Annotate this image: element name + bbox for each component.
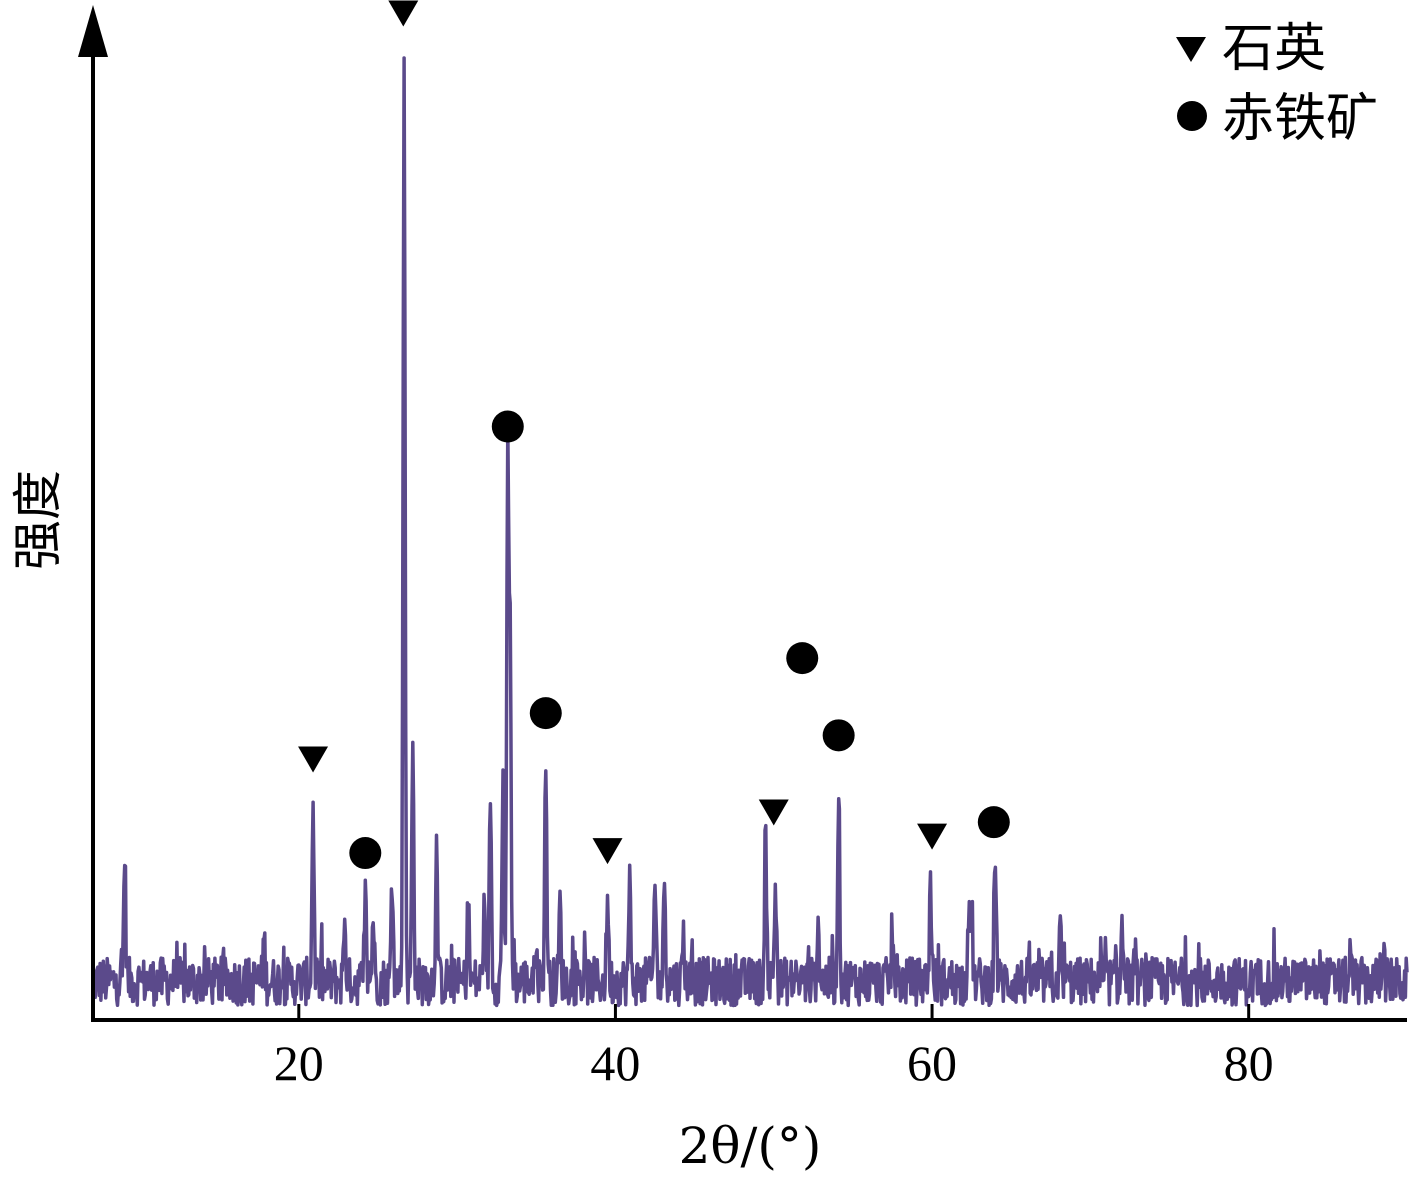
hematite-peak-marker-icon (529, 697, 562, 730)
y-axis-title: 强度 (9, 470, 67, 570)
x-tick-label: 40 (590, 1035, 640, 1091)
quartz-peak-marker-icon (388, 0, 419, 27)
x-tick-label: 20 (274, 1035, 324, 1091)
legend-quartz-marker-icon (1176, 37, 1206, 62)
hematite-peak-marker-icon (822, 719, 855, 752)
hematite-peak-marker-icon (977, 806, 1010, 839)
quartz-peak-marker-icon (298, 746, 329, 773)
x-tick-label: 80 (1224, 1035, 1274, 1091)
quartz-peak-marker-icon (917, 823, 948, 850)
x-axis-title: 2θ/(°) (679, 1117, 822, 1175)
hematite-peak-marker-icon (491, 410, 524, 443)
x-tick-layer: 20 40 60 80 (274, 1004, 1274, 1091)
series-layer (91, 56, 1409, 1008)
quartz-peak-marker-icon (592, 838, 623, 865)
legend-hematite-label: 赤铁矿 (1222, 89, 1378, 149)
quartz-peak-marker-icon (758, 799, 789, 826)
legend-quartz-label: 石英 (1222, 19, 1326, 79)
legend-hematite-marker-icon (1177, 101, 1207, 131)
legend: 石英 赤铁矿 (1176, 19, 1378, 149)
xrd-pattern-line (91, 56, 1409, 1008)
hematite-peak-marker-icon (786, 642, 819, 675)
hematite-peak-marker-icon (349, 837, 382, 870)
x-tick-label: 60 (907, 1035, 957, 1091)
y-axis-arrow-icon (78, 5, 108, 57)
peak-marker-layer (298, 0, 1010, 870)
